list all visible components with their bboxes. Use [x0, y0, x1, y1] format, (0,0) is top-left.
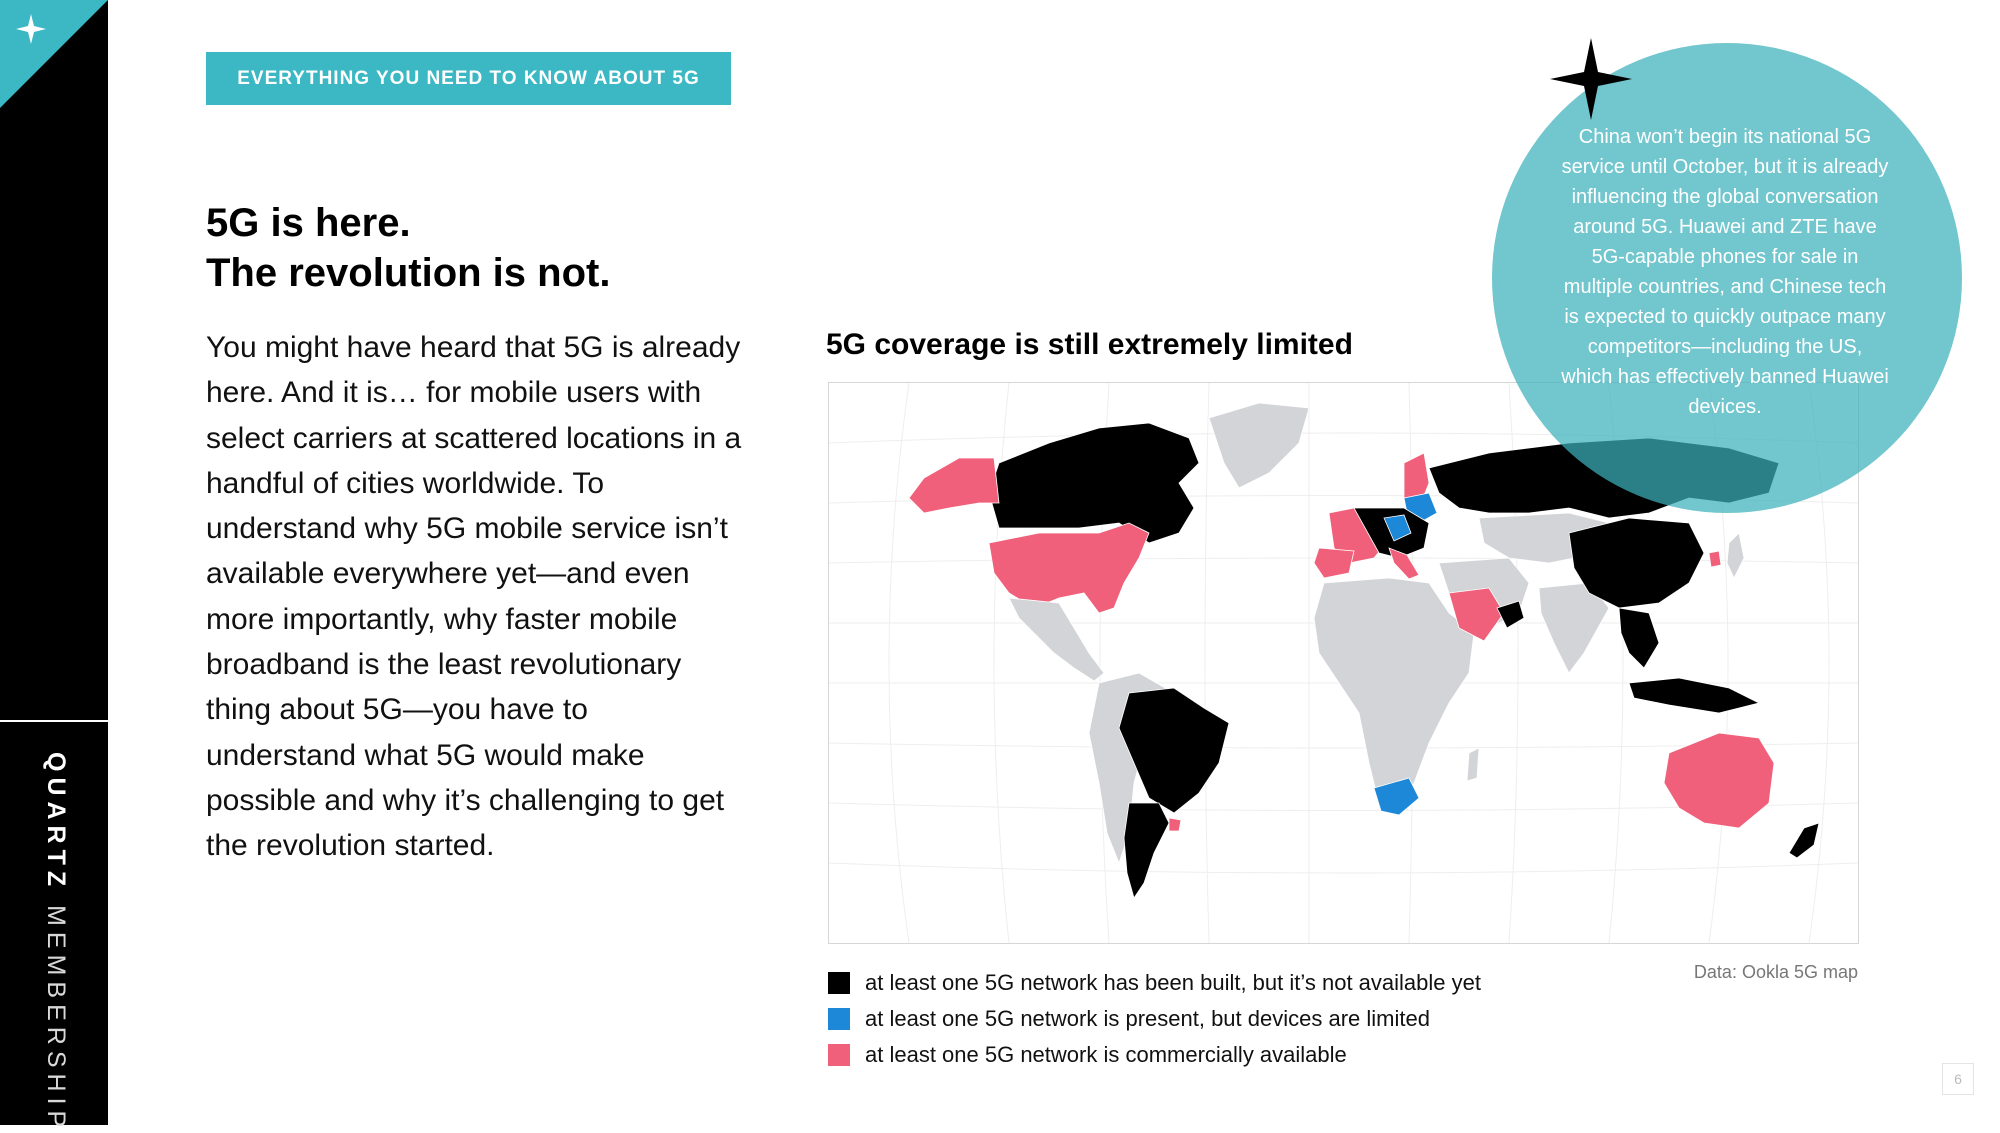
sparkle-icon — [16, 14, 46, 44]
legend-item-available: at least one 5G network is commercially … — [828, 1037, 1481, 1073]
region-japan — [1726, 532, 1745, 579]
legend-swatch-built — [828, 972, 850, 994]
region-iberia — [1313, 547, 1355, 579]
region-europe-east-blue — [1383, 514, 1412, 542]
region-madagascar — [1466, 747, 1480, 782]
section-banner: EVERYTHING YOU NEED TO KNOW ABOUT 5G — [206, 52, 731, 105]
brand-logo: QUARTZ MEMBERSHIP — [41, 752, 70, 1133]
region-uruguay — [1168, 817, 1182, 832]
region-china — [1568, 517, 1705, 609]
page-number: 6 — [1942, 1063, 1974, 1095]
region-africa — [1313, 577, 1475, 809]
region-canada — [988, 422, 1200, 544]
sparkle-icon — [1550, 38, 1632, 120]
region-saudi-arabia — [1448, 587, 1505, 642]
region-brazil — [1118, 687, 1230, 814]
legend-label-built: at least one 5G network has been built, … — [865, 970, 1481, 995]
callout-circle — [1492, 43, 1962, 513]
sidebar-divider — [0, 720, 108, 722]
legend-swatch-available — [828, 1044, 850, 1066]
region-southeast-asia — [1618, 607, 1660, 669]
callout-text: China won’t begin its national 5G servic… — [1561, 126, 1889, 418]
map-legend: at least one 5G network has been built, … — [828, 965, 1481, 1073]
region-new-zealand — [1788, 822, 1820, 859]
map-title: 5G coverage is still extremely limited — [826, 328, 1353, 361]
region-korea — [1708, 550, 1722, 568]
region-argentina — [1123, 802, 1170, 899]
brand-bold: QUARTZ — [42, 752, 70, 893]
headline-line-1: 5G is here. — [206, 201, 411, 245]
region-gulf — [1496, 600, 1525, 629]
region-australia — [1663, 732, 1775, 829]
region-south-africa — [1373, 777, 1420, 816]
region-mexico — [1008, 597, 1105, 682]
region-indonesia — [1628, 677, 1761, 714]
data-source: Data: Ookla 5G map — [1693, 962, 1858, 982]
legend-item-built: at least one 5G network has been built, … — [828, 965, 1481, 1001]
region-greenland — [1208, 402, 1310, 489]
brand-light: MEMBERSHIP — [42, 905, 70, 1133]
body-paragraph: You might have heard that 5G is already … — [206, 331, 742, 863]
region-alaska — [908, 457, 1000, 514]
legend-swatch-limited — [828, 1008, 850, 1030]
page-title: 5G is here. The revolution is not. — [206, 198, 610, 298]
region-usa — [988, 522, 1150, 614]
legend-label-limited: at least one 5G network is present, but … — [865, 1006, 1430, 1031]
sidebar: QUARTZ MEMBERSHIP — [0, 0, 108, 1133]
legend-label-available: at least one 5G network is commercially … — [865, 1042, 1347, 1067]
region-italy — [1388, 547, 1420, 580]
corner-accent — [0, 0, 108, 108]
legend-item-limited: at least one 5G network is present, but … — [828, 1001, 1481, 1037]
headline-line-2: The revolution is not. — [206, 251, 611, 295]
